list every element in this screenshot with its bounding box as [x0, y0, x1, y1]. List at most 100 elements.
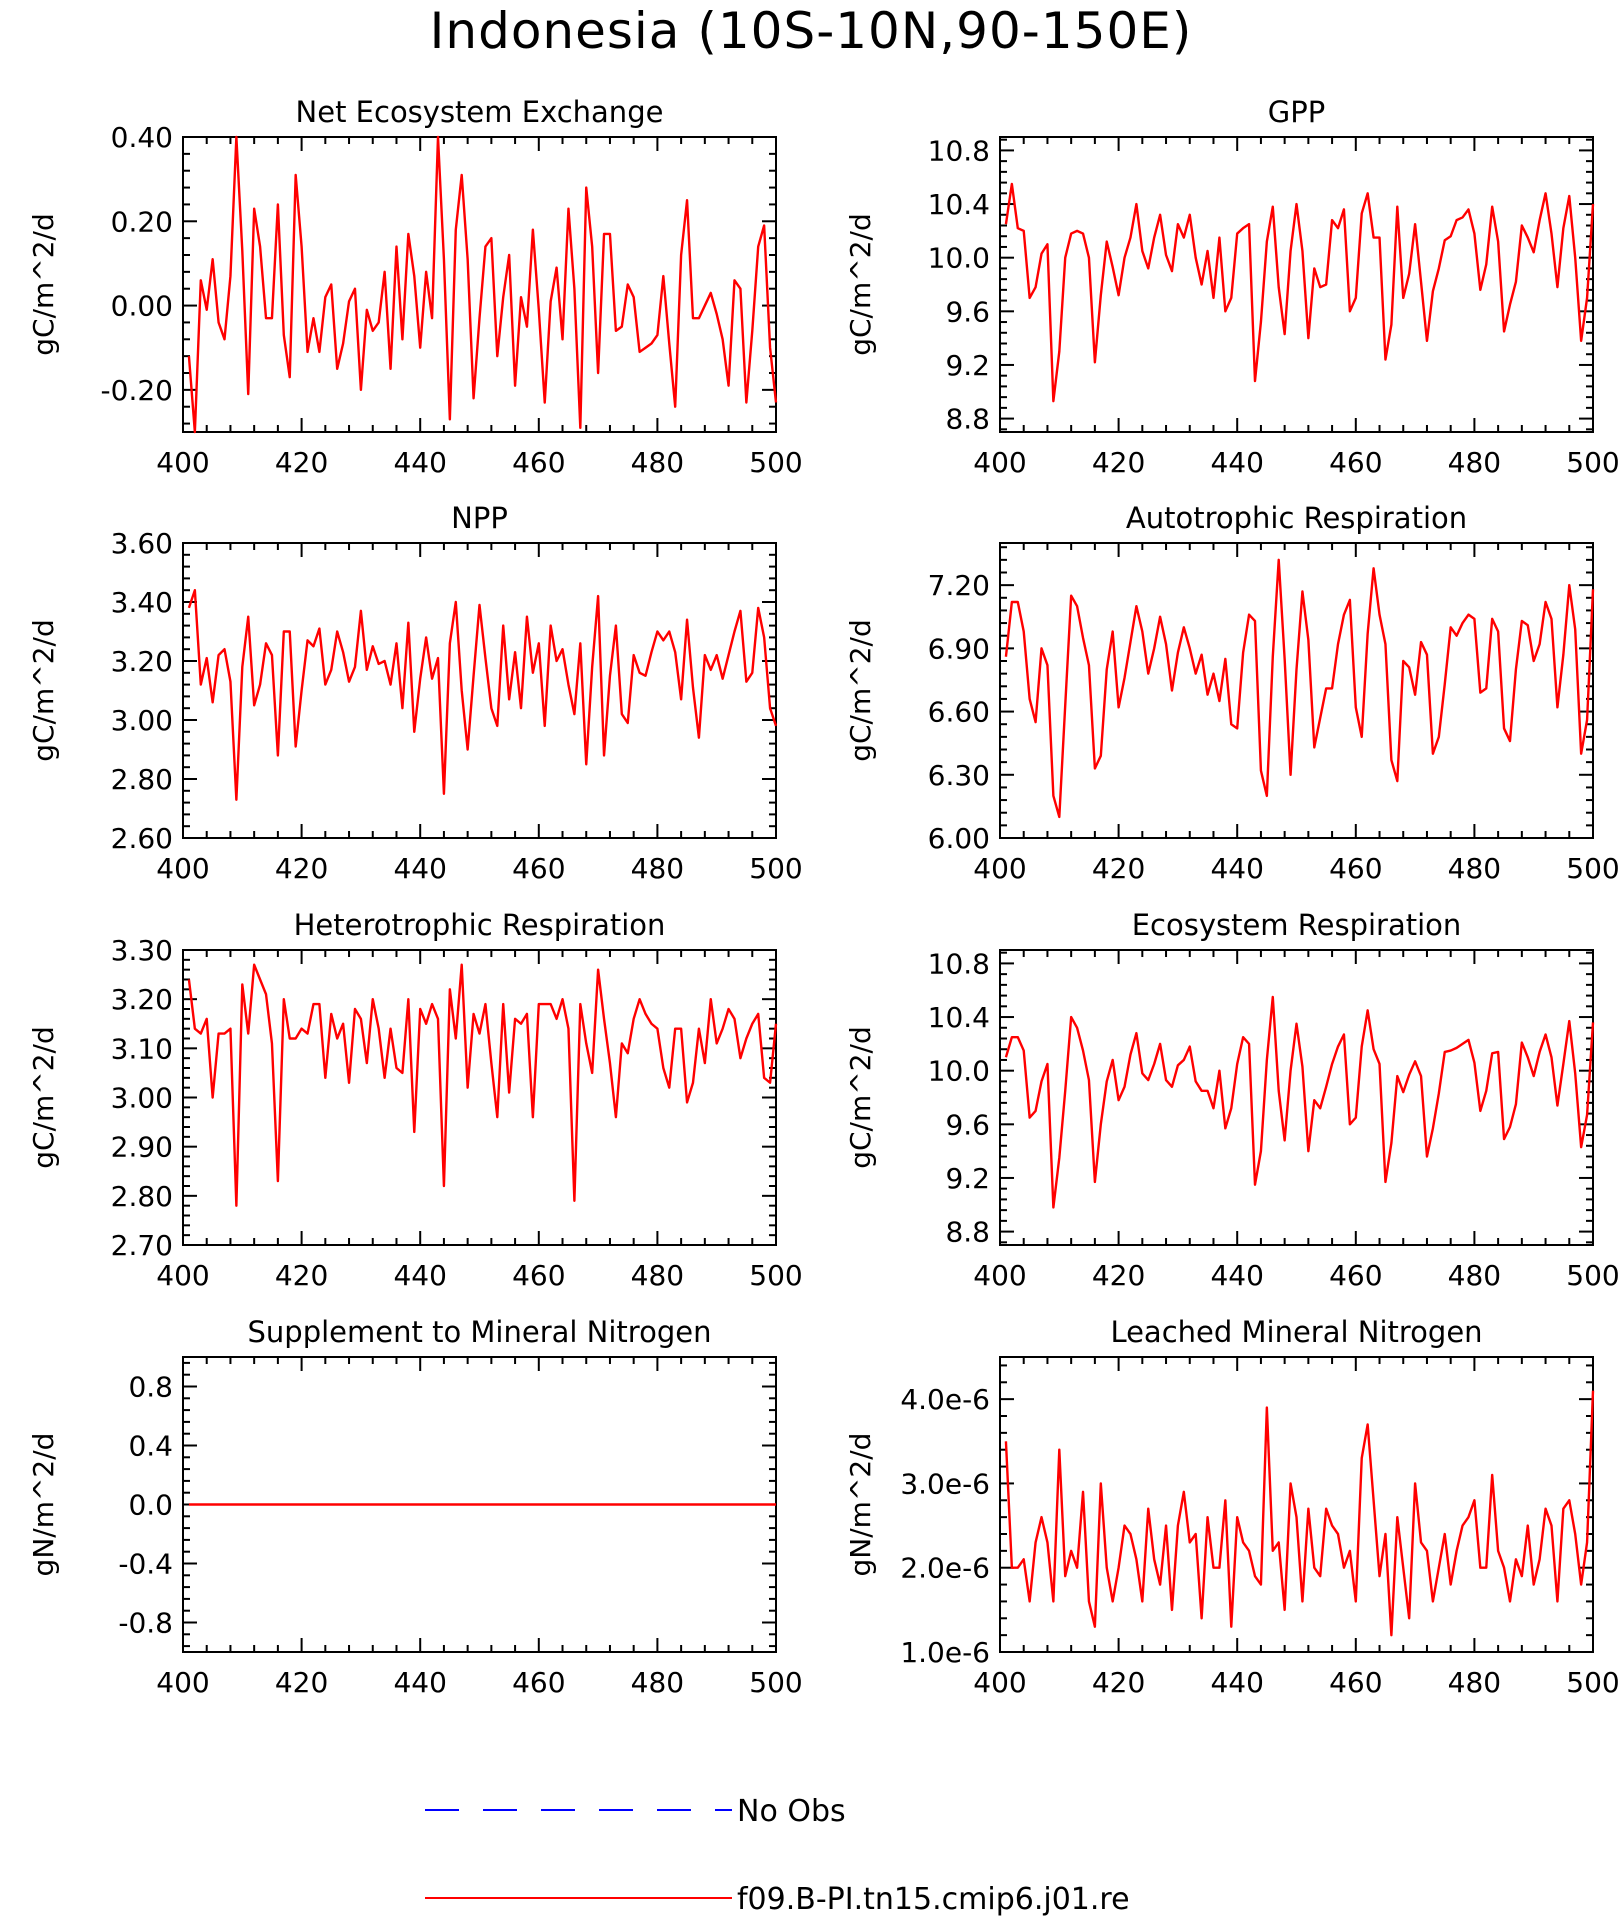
- panel-net-ecosystem-exchange: Net Ecosystem Exchange gC/m^2/d 400 420 440 4…: [27, 95, 803, 479]
- y-tick-label: 10.8: [928, 947, 990, 980]
- series-line-leached-mineral-nitrogen: [1004, 1390, 1595, 1637]
- ylabel-npp: gC/m^2/d: [27, 619, 60, 762]
- series-line-gpp: [1004, 182, 1595, 403]
- y-tick-label: 0.8: [128, 1371, 173, 1404]
- ylabel-gpp: gC/m^2/d: [844, 213, 877, 356]
- y-tick-label: 0.0: [128, 1489, 173, 1522]
- x-tick-label: 460: [512, 446, 565, 479]
- plot-frame-autotrophic-respiration: [999, 542, 1594, 839]
- y-tick-label: 2.0e-6: [900, 1552, 990, 1585]
- y-tick-label: 2.60: [111, 822, 173, 855]
- x-tick-label: 420: [1092, 446, 1145, 479]
- x-tick-label: 460: [1329, 852, 1382, 885]
- y-tick-label: 0.20: [111, 205, 173, 238]
- y-tick-label: 3.20: [111, 645, 173, 678]
- y-tick-label: 10.4: [928, 188, 990, 221]
- x-tick-label: 400: [156, 852, 209, 885]
- y-tick-label: 1.0e-6: [900, 1636, 990, 1669]
- x-tick-label: 420: [275, 446, 328, 479]
- x-tick-label: 420: [1092, 1259, 1145, 1292]
- y-tick-label: 10.0: [928, 1055, 990, 1088]
- plot-frame-gpp: [999, 136, 1594, 433]
- x-tick-label: 440: [1210, 1666, 1263, 1699]
- x-tick-label: 460: [512, 852, 565, 885]
- x-tick-label: 400: [156, 446, 209, 479]
- ylabel-heterotrophic-respiration: gC/m^2/d: [27, 1026, 60, 1169]
- y-tick-label: 10.8: [928, 134, 990, 167]
- y-tick-label: 8.8: [945, 1216, 990, 1249]
- y-tick-label: 0.00: [111, 290, 173, 323]
- plot-frame-ecosystem-respiration: [999, 949, 1594, 1246]
- x-tick-label: 480: [1448, 446, 1501, 479]
- y-tick-label: 8.8: [945, 403, 990, 436]
- x-tick-label: 480: [631, 852, 684, 885]
- x-tick-label: 480: [631, 446, 684, 479]
- x-tick-label: 480: [1448, 1666, 1501, 1699]
- y-tick-label: -0.8: [118, 1607, 173, 1640]
- panel-title-leached-mineral-nitrogen: Leached Mineral Nitrogen: [1110, 1315, 1482, 1349]
- series-line-heterotrophic-respiration: [187, 963, 778, 1207]
- panel-npp: NPP gC/m^2/d 400 420 440 460 480 500 2.60 2.80 3.0…: [27, 501, 803, 885]
- y-tick-label: 9.2: [945, 1162, 990, 1195]
- x-tick-label: 440: [1210, 1259, 1263, 1292]
- x-tick-label: 420: [275, 852, 328, 885]
- series-line-autotrophic-respiration: [1004, 558, 1595, 819]
- y-tick-label: 0.4: [128, 1430, 173, 1463]
- series-line-ecosystem-respiration: [1004, 995, 1595, 1209]
- x-tick-label: 480: [1448, 1259, 1501, 1292]
- x-tick-label: 460: [512, 1666, 565, 1699]
- x-tick-label: 500: [1566, 1666, 1619, 1699]
- y-tick-label: 7.20: [928, 569, 990, 602]
- x-tick-label: 440: [1210, 446, 1263, 479]
- panel-ecosystem-respiration: Ecosystem Respiration gC/m^2/d 400 420 440 46…: [844, 908, 1620, 1292]
- x-tick-label: 500: [1566, 446, 1619, 479]
- legend-obs-label: No Obs: [737, 1794, 846, 1829]
- panel-title-gpp: GPP: [1268, 95, 1325, 129]
- y-tick-label: 10.0: [928, 242, 990, 275]
- x-tick-label: 420: [1092, 1666, 1145, 1699]
- x-tick-label: 400: [156, 1666, 209, 1699]
- y-tick-label: 4.0e-6: [900, 1383, 990, 1416]
- figure-title: Indonesia (10S-10N,90-150E): [430, 2, 1193, 60]
- y-tick-label: 3.0e-6: [900, 1467, 990, 1500]
- plot-frame-npp: [182, 542, 777, 839]
- x-tick-label: 440: [393, 446, 446, 479]
- x-tick-label: 440: [393, 852, 446, 885]
- plot-frame-leached-mineral-nitrogen: [999, 1356, 1594, 1653]
- y-tick-label: 3.60: [111, 527, 173, 560]
- y-tick-label: 2.90: [111, 1131, 173, 1164]
- x-tick-label: 460: [1329, 1666, 1382, 1699]
- legend-model-label: f09.B-PI.tn15.cmip6.j01.re: [737, 1882, 1130, 1916]
- x-tick-label: 460: [1329, 1259, 1382, 1292]
- y-tick-label: 3.10: [111, 1032, 173, 1065]
- ylabel-ecosystem-respiration: gC/m^2/d: [844, 1026, 877, 1169]
- x-tick-label: 400: [973, 1259, 1026, 1292]
- y-tick-label: 6.60: [928, 696, 990, 729]
- y-tick-label: -0.20: [101, 374, 173, 407]
- x-tick-label: 420: [275, 1666, 328, 1699]
- x-tick-label: 400: [973, 1666, 1026, 1699]
- panel-title-autotrophic-respiration: Autotrophic Respiration: [1126, 501, 1467, 535]
- panel-supplement-to-mineral-nitrogen: Supplement to Mineral Nitrogen gN/m^2/d 40…: [27, 1315, 803, 1699]
- x-tick-label: 480: [631, 1259, 684, 1292]
- series-line-npp: [187, 589, 778, 801]
- x-tick-label: 460: [1329, 446, 1382, 479]
- ylabel-leached-mineral-nitrogen: gN/m^2/d: [844, 1433, 877, 1577]
- x-tick-label: 500: [749, 1666, 802, 1699]
- panel-gpp: GPP gC/m^2/d 400 420 440 460 480 500 8.8 9.2 9.6 10…: [844, 95, 1620, 479]
- x-tick-label: 440: [1210, 852, 1263, 885]
- y-tick-label: 9.6: [945, 295, 990, 328]
- y-tick-label: -0.4: [118, 1548, 173, 1581]
- y-tick-label: 6.00: [928, 822, 990, 855]
- x-tick-label: 460: [512, 1259, 565, 1292]
- y-tick-label: 9.6: [945, 1108, 990, 1141]
- y-tick-label: 2.80: [111, 1180, 173, 1213]
- y-tick-label: 6.30: [928, 759, 990, 792]
- x-tick-label: 400: [156, 1259, 209, 1292]
- x-tick-label: 400: [973, 852, 1026, 885]
- x-tick-label: 400: [973, 446, 1026, 479]
- x-tick-label: 440: [393, 1259, 446, 1292]
- x-tick-label: 500: [1566, 1259, 1619, 1292]
- ylabel-net-ecosystem-exchange: gC/m^2/d: [27, 213, 60, 356]
